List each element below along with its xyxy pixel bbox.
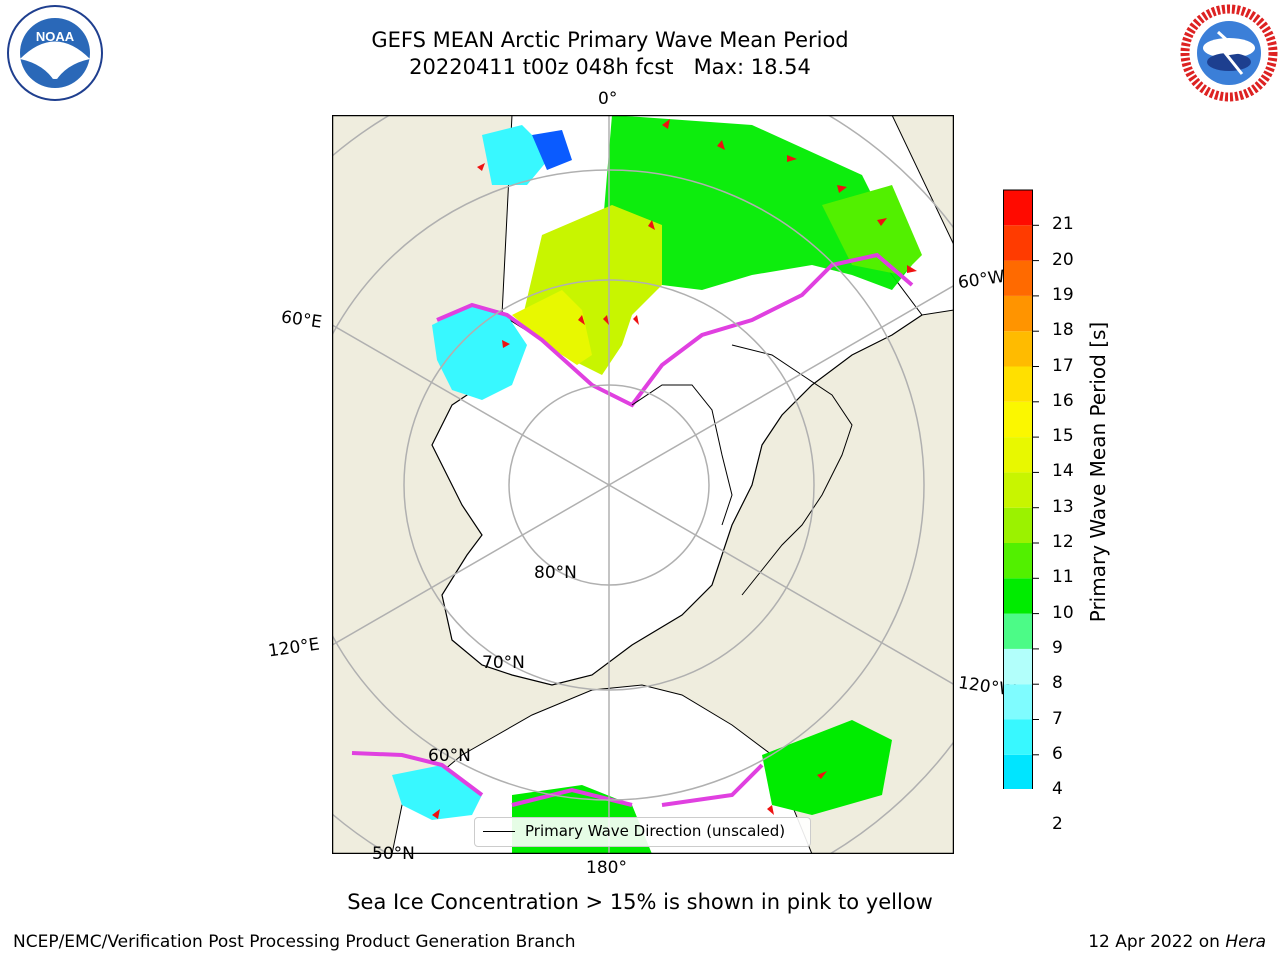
map-border [331,114,955,855]
wave-field-pacific-green-east [762,720,892,815]
footer-branch: NCEP/EMC/Verification Post Processing Pr… [13,932,576,952]
colorbar-tick-label: 7 [1052,708,1063,729]
colorbar-tick-label: 10 [1052,602,1074,623]
meridian-60w [608,284,954,486]
wave-field-blue-baltic [532,130,572,170]
colorbar-tick-label: 2 [1052,814,1063,835]
colorbar-tick-label: 15 [1052,426,1074,447]
map-svg [331,114,955,855]
colorbar [1002,189,1043,855]
meridian-120e [332,484,610,647]
map-legend: Primary Wave Direction (unscaled) [474,817,811,847]
arrow [603,315,609,325]
graticule [332,115,954,854]
lat-label-50: 50°N [372,844,415,864]
footer-host: Hera [1225,932,1266,952]
sea-ice-edge [436,252,914,408]
colorbar-tick-label: 18 [1052,320,1074,341]
colorbar-segment [1003,437,1033,473]
colorbar-tick-label: 8 [1052,673,1063,694]
colorbar-segment [1003,472,1033,508]
lat-label-70: 70°N [482,653,525,673]
meridian-120w [608,484,954,686]
footer-date-text: 12 Apr 2022 on [1088,932,1226,952]
nws-logo [1180,4,1278,102]
colorbar-tick-label: 9 [1052,637,1063,658]
colorbar-tick-label: 17 [1052,355,1074,376]
legend-line-swatch [483,831,515,832]
colorbar-segment [1003,366,1033,402]
bering-sea [391,684,813,854]
colorbar-segment [1003,190,1033,226]
colorbar-segment [1003,719,1033,755]
wave-field-iceland [822,185,922,275]
arrow [502,340,510,348]
polar-map [331,114,955,855]
lat-label-80: 80°N [534,563,577,583]
lon-label-60e: 60°E [279,307,324,333]
colorbar-segment [1003,225,1033,261]
arrow [767,805,774,815]
colorbar-tick-label: 21 [1052,214,1074,235]
colorbar-segment [1003,507,1033,543]
colorbar-title: Primary Wave Mean Period [s] [1086,321,1110,623]
colorbar-segment [1003,401,1033,438]
lon-label-0: 0° [598,89,618,109]
noaa-logo-text: NOAA [36,29,75,44]
arrow [662,119,670,129]
colorbar-tick-label: 4 [1052,779,1063,800]
colorbar-segment [1003,578,1033,614]
colorbar-tick-label: 12 [1052,532,1074,552]
colorbar-tick-label: 11 [1052,567,1074,588]
arrow [817,771,827,779]
legend-label: Primary Wave Direction (unscaled) [525,822,786,840]
sea-ice-caption: Sea Ice Concentration > 15% is shown in … [347,890,933,914]
colorbar-tick-label: 14 [1052,461,1074,482]
arrow [477,163,485,171]
arrow [717,140,725,150]
colorbar-tick-label: 19 [1052,284,1074,305]
arrow [633,315,639,325]
colorbar-tick-label: 16 [1052,390,1074,411]
lon-label-120e: 120°E [266,634,321,662]
arrow [837,185,847,193]
lon-label-180: 180° [586,858,627,878]
colorbar-tick-label: 13 [1052,496,1074,517]
title-line-1: GEFS MEAN Arctic Primary Wave Mean Perio… [371,28,849,52]
coastline-greenland [631,384,733,526]
colorbar-tick-label: 20 [1052,249,1074,270]
colorbar-segment [1003,754,1033,791]
noaa-logo: NOAA [6,4,104,102]
title-line-2: 20220411 t00z 048h fcst Max: 18.54 [409,55,811,79]
lon-label-60w: 60°W [956,266,1007,294]
wave-direction-arrows [432,119,917,819]
arrow [787,155,797,162]
colorbar-svg [1002,189,1039,855]
colorbar-segment [1003,331,1033,367]
footer-date: 12 Apr 2022 on Hera [1088,932,1266,952]
wave-field-cyan-east [432,305,527,400]
colorbar-segment [1003,543,1033,579]
wave-field-yellow [512,290,592,365]
arrow [648,220,655,230]
colorbar-segment [1003,684,1033,720]
colorbar-segment [1003,613,1033,649]
arrow [907,265,917,273]
wave-field-norwegian [602,115,912,290]
lat-label-60: 60°N [428,746,471,766]
colorbar-segment [1003,260,1033,296]
colorbar-tick-label: 6 [1052,743,1063,764]
coastline-detail [731,344,853,596]
meridian-60e [332,323,610,486]
colorbar-segment [1003,295,1033,332]
arrow [877,218,887,226]
arrow [578,315,585,325]
colorbar-segment [1003,648,1033,685]
arrow [432,809,440,819]
